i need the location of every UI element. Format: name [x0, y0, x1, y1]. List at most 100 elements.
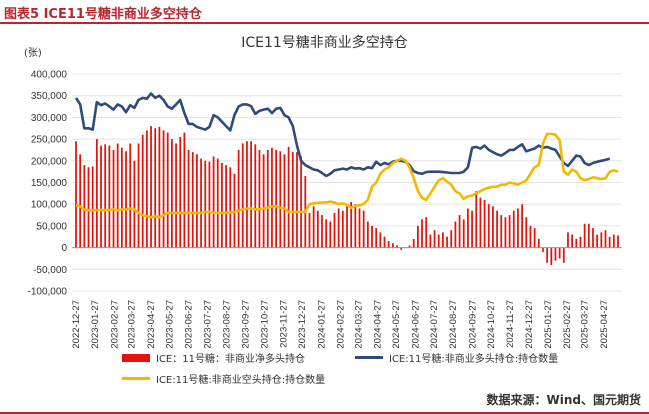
net-long-bar [467, 208, 469, 248]
net-long-bar [346, 206, 348, 248]
net-long-bar [325, 219, 328, 248]
net-long-bar [162, 130, 165, 248]
x-tick-label: 2023-03-27 [127, 300, 138, 349]
net-long-bar [512, 210, 515, 248]
net-long-bar [141, 134, 144, 248]
net-long-bar [200, 158, 202, 248]
net-long-bar [429, 234, 432, 248]
net-long-bar [617, 235, 619, 248]
net-long-bar [450, 230, 453, 248]
net-long-bar [87, 167, 90, 248]
net-long-bar [529, 225, 532, 248]
x-tick-label: 2023-05-27 [165, 300, 176, 349]
net-long-bar [437, 234, 440, 248]
y-tick-label: 100,000 [31, 200, 68, 211]
net-long-bar [329, 221, 332, 248]
net-long-bar [479, 197, 482, 248]
net-long-bar [492, 206, 494, 248]
figure-header: 图表5 ICE11号糖非商业多空持仓 [0, 0, 649, 24]
net-long-bar [291, 152, 294, 248]
legend-label-long: ICE:11号糖:非商业多头持仓:持仓数量 [389, 354, 559, 365]
net-long-bar [125, 151, 127, 248]
x-tick-label: 2024-08-27 [448, 300, 459, 349]
net-long-bar [587, 223, 590, 248]
net-long-bar [567, 232, 569, 248]
net-long-bar [100, 145, 102, 248]
x-tick-label: 2023-08-27 [222, 300, 233, 349]
net-long-bar [337, 208, 340, 248]
net-long-bar [241, 143, 244, 248]
net-long-bar [129, 143, 132, 248]
x-tick-label: 2024-09-27 [467, 300, 478, 349]
net-long-bar [583, 223, 586, 248]
legend-item-short: ICE:11号糖:非商业空头持仓:持仓数量 [122, 371, 325, 386]
net-long-bar [229, 167, 232, 248]
net-long-bar [166, 132, 169, 248]
net-long-bar [287, 146, 290, 248]
net-long-bar [425, 217, 428, 248]
net-long-bar [408, 245, 411, 248]
net-long-bar [308, 212, 311, 248]
net-long-bar [546, 247, 548, 263]
net-long-bar [579, 236, 582, 248]
net-long-bar [379, 232, 382, 248]
net-long-bar [225, 165, 227, 248]
net-long-bar [462, 219, 465, 248]
net-long-bar [316, 210, 319, 248]
net-long-bar [400, 247, 403, 250]
net-long-bar [271, 147, 273, 248]
net-long-bar [433, 230, 436, 248]
net-long-bar [246, 141, 248, 248]
net-long-bar [446, 236, 448, 248]
net-long-bar [412, 238, 415, 248]
net-long-bar [312, 206, 315, 248]
net-long-bar [487, 204, 490, 248]
y-tick-label: 200,000 [31, 156, 68, 167]
net-long-bar [604, 230, 607, 248]
x-tick-label: 2023-12-27 [297, 300, 308, 349]
net-long-bar [596, 234, 599, 248]
net-long-bar [375, 228, 378, 248]
net-long-bar [504, 217, 507, 248]
net-long-bar [571, 234, 574, 248]
net-long-bar [283, 154, 286, 248]
net-long-bar [483, 199, 486, 248]
x-tick-label: 2024-01-27 [316, 300, 327, 349]
x-tick-label: 2024-12-27 [524, 300, 535, 349]
net-long-bar [83, 165, 86, 248]
net-long-bar [104, 144, 107, 248]
y-tick-label: 50,000 [36, 221, 67, 232]
legend-item-net-long: ICE：11号糖：非商业净多头持仓 [122, 350, 305, 365]
net-long-bar [179, 136, 182, 248]
net-long-bar [471, 210, 473, 248]
net-long-bar [175, 143, 177, 248]
net-long-bar [204, 160, 207, 248]
net-long-bar [279, 151, 282, 248]
x-tick-label: 2024-10-27 [486, 300, 497, 349]
net-long-bar [116, 143, 119, 248]
net-long-bar [391, 243, 394, 248]
y-tick-label: 300,000 [31, 113, 68, 124]
net-long-bar [542, 247, 544, 252]
net-long-bar [350, 202, 353, 248]
net-long-bar [258, 149, 261, 248]
net-long-bar [341, 210, 344, 248]
net-long-bar [333, 212, 336, 248]
net-long-bar [187, 149, 190, 248]
net-long-bar [108, 145, 111, 248]
net-long-bar [137, 143, 140, 248]
x-tick-labels: 2022-12-27 2023-01-27 2023-02-27 2023-03-27… [71, 300, 610, 349]
net-long-bar [592, 228, 594, 248]
x-tick-label: 2024-04-27 [373, 300, 384, 349]
legend-label-short: ICE:11号糖:非商业空头持仓:持仓数量 [156, 375, 326, 386]
net-long-bar [500, 215, 503, 248]
net-long-bar [196, 154, 198, 248]
x-tick-label: 2025-04-27 [599, 300, 610, 349]
x-tick-label: 2024-05-27 [391, 300, 402, 349]
net-long-bar [120, 147, 123, 248]
chart-title: ICE11号糖非商业多空持仓 [241, 35, 408, 51]
y-tick-label: 150,000 [31, 178, 68, 189]
x-tick-label: 2024-11-27 [505, 300, 516, 348]
x-tick-label: 2023-09-27 [241, 300, 252, 349]
net-long-bar [575, 238, 578, 248]
